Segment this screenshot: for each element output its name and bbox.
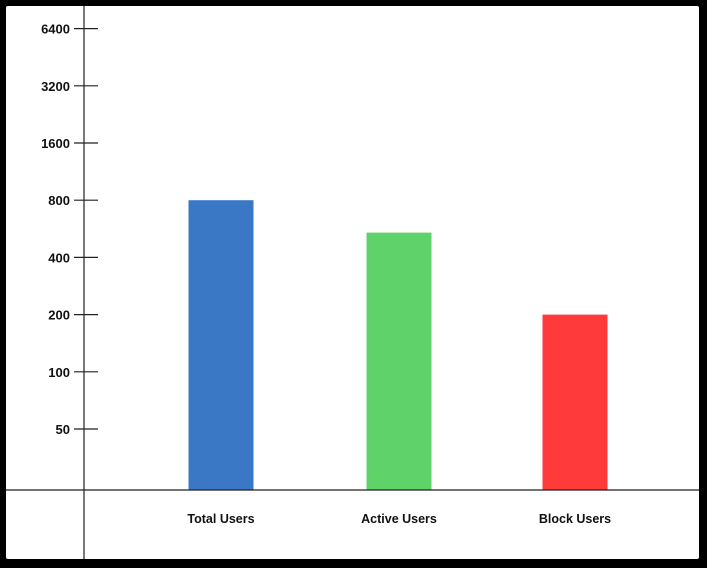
y-tick-label-100: 100 [48,365,70,380]
y-axis-ticks: 50 100 200 400 800 1600 3200 6400 [41,22,98,437]
bars-group [188,200,608,491]
bar-active-users [366,232,432,491]
y-tick-label-800: 800 [48,193,70,208]
y-tick-label-50: 50 [56,422,70,437]
x-label-total-users: Total Users [187,512,254,526]
x-axis-labels: Total Users Active Users Block Users [187,512,611,526]
y-tick-label-400: 400 [48,250,70,265]
bar-total-users [188,200,254,490]
x-label-active-users: Active Users [361,512,437,526]
bar-chart: 50 100 200 400 800 1600 3200 6400 Total Users Ac… [6,6,699,559]
y-tick-label-6400: 6400 [41,22,70,37]
y-tick-label-3200: 3200 [41,79,70,94]
chart-panel: 50 100 200 400 800 1600 3200 6400 Total Users Ac… [6,6,699,559]
bar-block-users [542,314,608,490]
y-tick-label-1600: 1600 [41,136,70,151]
x-label-block-users: Block Users [539,512,611,526]
y-tick-label-200: 200 [48,308,70,323]
